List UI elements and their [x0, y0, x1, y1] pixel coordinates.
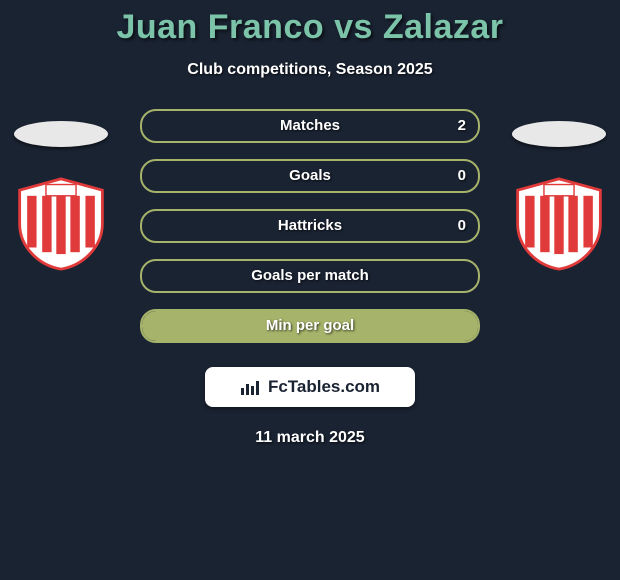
page-title: Juan Franco vs Zalazar [0, 0, 620, 47]
player-right-headshot [512, 121, 606, 147]
stat-label: Goals [142, 161, 478, 191]
stat-bar: Goals per match [140, 259, 480, 293]
player-left-headshot [14, 121, 108, 147]
page-subtitle: Club competitions, Season 2025 [0, 61, 620, 79]
infographic-root: Juan Franco vs Zalazar Club competitions… [0, 0, 620, 580]
stat-bars: Matches 2 Goals 0 Hattricks 0 Goals per … [140, 109, 480, 359]
watermark-text: FcTables.com [268, 377, 380, 397]
stat-right-value: 0 [446, 211, 478, 241]
player-left-panel [6, 109, 116, 359]
player-left-club-badge [14, 177, 108, 271]
comparison-area: Matches 2 Goals 0 Hattricks 0 Goals per … [0, 109, 620, 359]
stat-bar: Min per goal [140, 309, 480, 343]
stat-label: Goals per match [142, 261, 478, 291]
stat-bar: Goals 0 [140, 159, 480, 193]
stat-label: Min per goal [142, 311, 478, 341]
stat-right-value: 2 [446, 111, 478, 141]
stat-bar: Hattricks 0 [140, 209, 480, 243]
stat-label: Hattricks [142, 211, 478, 241]
stat-label: Matches [142, 111, 478, 141]
stat-right-value: 0 [446, 161, 478, 191]
player-right-club-badge [512, 177, 606, 271]
player-right-panel [504, 109, 614, 359]
chart-icon [240, 378, 262, 396]
stat-bar: Matches 2 [140, 109, 480, 143]
watermark-box: FcTables.com [205, 367, 415, 407]
datestamp: 11 march 2025 [0, 429, 620, 447]
